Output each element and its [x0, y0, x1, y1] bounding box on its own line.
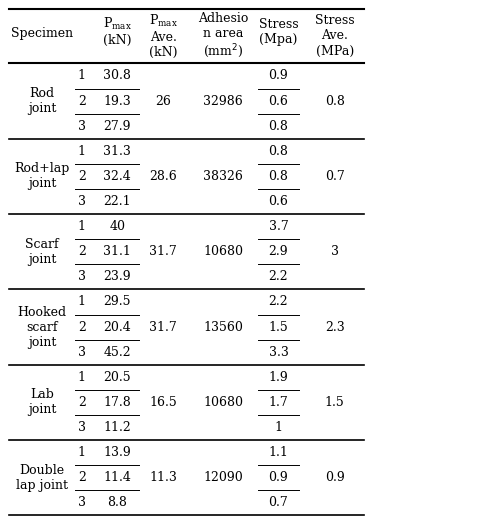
- Text: Scarf
joint: Scarf joint: [25, 238, 59, 266]
- Text: 10680: 10680: [203, 396, 243, 409]
- Text: 20.4: 20.4: [103, 321, 131, 334]
- Text: 31.7: 31.7: [150, 245, 177, 258]
- Text: 0.9: 0.9: [269, 471, 288, 484]
- Text: 31.1: 31.1: [103, 245, 131, 258]
- Text: 0.9: 0.9: [325, 471, 345, 484]
- Text: 2.2: 2.2: [269, 270, 288, 283]
- Text: 1: 1: [78, 446, 86, 459]
- Text: 17.8: 17.8: [103, 396, 131, 409]
- Text: Rod
joint: Rod joint: [28, 87, 56, 115]
- Text: Stress
(Mpa): Stress (Mpa): [259, 18, 298, 46]
- Text: 45.2: 45.2: [103, 346, 131, 359]
- Text: P$_{\mathregular{max}}$
Ave.
(kN): P$_{\mathregular{max}}$ Ave. (kN): [149, 13, 178, 59]
- Text: 22.1: 22.1: [103, 195, 131, 208]
- Text: 3: 3: [78, 195, 86, 208]
- Text: 1: 1: [78, 145, 86, 158]
- Text: 0.8: 0.8: [268, 170, 288, 183]
- Text: 23.9: 23.9: [103, 270, 131, 283]
- Text: Lab
joint: Lab joint: [28, 388, 56, 417]
- Text: 31.7: 31.7: [150, 321, 177, 334]
- Text: 0.6: 0.6: [268, 94, 288, 107]
- Text: 1.7: 1.7: [269, 396, 288, 409]
- Text: 27.9: 27.9: [104, 119, 131, 133]
- Text: Hooked
scarf
joint: Hooked scarf joint: [18, 305, 67, 348]
- Text: 0.7: 0.7: [325, 170, 345, 183]
- Text: 0.6: 0.6: [268, 195, 288, 208]
- Text: Double
lap joint: Double lap joint: [16, 464, 68, 492]
- Text: 32986: 32986: [203, 94, 243, 107]
- Text: 0.8: 0.8: [268, 145, 288, 158]
- Text: 0.7: 0.7: [269, 496, 288, 509]
- Text: 1: 1: [78, 371, 86, 384]
- Text: 0.8: 0.8: [325, 94, 345, 107]
- Text: 26: 26: [155, 94, 171, 107]
- Text: 3.7: 3.7: [269, 220, 288, 233]
- Text: 13560: 13560: [203, 321, 243, 334]
- Text: 2: 2: [78, 396, 86, 409]
- Text: 1: 1: [78, 70, 86, 82]
- Text: 29.5: 29.5: [104, 296, 131, 309]
- Text: 3: 3: [78, 421, 86, 434]
- Text: P$_{\mathregular{max}}$
(kN): P$_{\mathregular{max}}$ (kN): [103, 16, 131, 47]
- Text: 2: 2: [78, 245, 86, 258]
- Text: 2.2: 2.2: [269, 296, 288, 309]
- Text: 32.4: 32.4: [103, 170, 131, 183]
- Text: 3: 3: [78, 119, 86, 133]
- Text: 0.8: 0.8: [268, 119, 288, 133]
- Text: 2: 2: [78, 321, 86, 334]
- Text: 30.8: 30.8: [103, 70, 131, 82]
- Text: 1.1: 1.1: [268, 446, 288, 459]
- Text: 19.3: 19.3: [103, 94, 131, 107]
- Text: 2.9: 2.9: [269, 245, 288, 258]
- Text: 0.9: 0.9: [269, 70, 288, 82]
- Text: 38326: 38326: [203, 170, 243, 183]
- Text: Rod+lap
joint: Rod+lap joint: [14, 162, 70, 190]
- Text: 2.3: 2.3: [325, 321, 345, 334]
- Text: 13.9: 13.9: [103, 446, 131, 459]
- Text: 2: 2: [78, 94, 86, 107]
- Text: 40: 40: [109, 220, 125, 233]
- Text: 1: 1: [78, 220, 86, 233]
- Text: 11.3: 11.3: [150, 471, 177, 484]
- Text: 8.8: 8.8: [107, 496, 127, 509]
- Text: 2: 2: [78, 170, 86, 183]
- Text: 3: 3: [78, 346, 86, 359]
- Text: 3: 3: [331, 245, 339, 258]
- Text: 28.6: 28.6: [150, 170, 177, 183]
- Text: 10680: 10680: [203, 245, 243, 258]
- Text: 3: 3: [78, 270, 86, 283]
- Text: 1.5: 1.5: [269, 321, 288, 334]
- Text: 2: 2: [78, 471, 86, 484]
- Text: Stress
Ave.
(MPa): Stress Ave. (MPa): [315, 15, 355, 58]
- Text: Adhesio
n area
(mm$^2$): Adhesio n area (mm$^2$): [198, 12, 248, 60]
- Text: 12090: 12090: [203, 471, 243, 484]
- Text: 1: 1: [275, 421, 282, 434]
- Text: 31.3: 31.3: [103, 145, 131, 158]
- Text: 11.2: 11.2: [103, 421, 131, 434]
- Text: 11.4: 11.4: [103, 471, 131, 484]
- Text: Specimen: Specimen: [11, 27, 73, 40]
- Text: 3.3: 3.3: [268, 346, 288, 359]
- Text: 1.5: 1.5: [325, 396, 345, 409]
- Text: 1: 1: [78, 296, 86, 309]
- Text: 1.9: 1.9: [269, 371, 288, 384]
- Text: 20.5: 20.5: [103, 371, 131, 384]
- Text: 16.5: 16.5: [150, 396, 177, 409]
- Text: 3: 3: [78, 496, 86, 509]
